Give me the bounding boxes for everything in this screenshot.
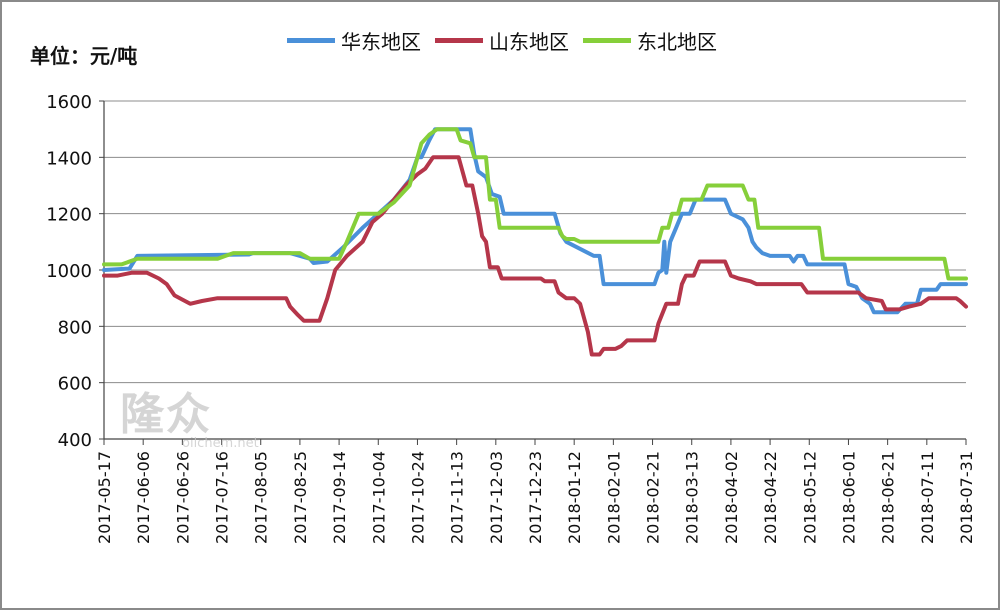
series-line-east: [102, 127, 968, 315]
x-tick-label: 2018-07-31: [957, 451, 976, 544]
legend-swatch-shandong: [435, 38, 483, 43]
legend-label-northeast: 东北地区: [637, 30, 717, 54]
y-tick-label: 1600: [46, 92, 92, 113]
x-tick-label: 2018-01-12: [565, 451, 584, 544]
x-tick-label: 2017-08-25: [291, 451, 310, 544]
legend-swatch-east: [287, 38, 335, 43]
y-tick-label: 800: [58, 317, 92, 338]
y-tick-label: 1400: [46, 148, 92, 169]
legend: 华东地区 山东地区 东北地区: [287, 26, 717, 55]
legend-label-shandong: 山东地区: [489, 30, 569, 54]
legend-item-shandong: 山东地区: [435, 26, 569, 55]
legend-label-east: 华东地区: [341, 30, 421, 54]
x-tick-label: 2018-06-01: [839, 451, 858, 544]
unit-label: 单位：元/吨: [30, 44, 138, 68]
x-tick-label: 2017-06-26: [173, 451, 192, 544]
x-tick-label: 2018-03-13: [683, 451, 702, 544]
watermark-sub: oilchem.net: [182, 436, 259, 451]
x-tick-label: 2018-02-21: [644, 451, 663, 544]
x-tick-label: 2017-05-17: [95, 451, 114, 544]
legend-swatch-northeast: [583, 38, 631, 43]
x-tick-label: 2018-06-21: [879, 451, 898, 544]
x-tick-label: 2017-10-04: [369, 451, 388, 544]
x-tick-label: 2017-06-06: [134, 451, 153, 544]
y-tick-label: 600: [58, 374, 92, 395]
y-tick-label: 400: [58, 430, 92, 451]
x-tick-label: 2018-05-12: [800, 451, 819, 544]
x-tick-label: 2017-11-13: [448, 451, 467, 544]
x-tick-label: 2018-02-01: [604, 451, 623, 544]
grid-layer: [104, 100, 966, 384]
x-tick-label: 2017-08-05: [252, 451, 271, 544]
x-tick-label: 2017-12-03: [487, 451, 506, 544]
x-tick-label: 2018-07-11: [918, 451, 937, 544]
x-tick-label: 2018-04-02: [722, 451, 741, 544]
legend-item-northeast: 东北地区: [583, 26, 717, 55]
series-line-shandong: [102, 155, 968, 357]
x-tick-label: 2018-04-22: [761, 451, 780, 544]
y-tick-label: 1000: [46, 261, 92, 282]
x-tick-label: 2017-09-14: [330, 451, 349, 544]
watermark-main: 隆众: [120, 389, 212, 440]
y-tick-label: 1200: [46, 205, 92, 226]
x-tick-label: 2017-07-16: [213, 451, 232, 544]
legend-item-east: 华东地区: [287, 26, 421, 55]
x-tick-label: 2017-12-23: [526, 451, 545, 544]
label-layer: 400 600 800 1000 1200 1400 1600 2017-05-17 2017-…: [46, 92, 976, 544]
x-tick-label: 2017-10-24: [408, 451, 427, 544]
series-line-northeast: [102, 127, 968, 281]
series-layer: [102, 127, 968, 357]
watermark-logo: 隆众 oilchem.net: [120, 378, 259, 451]
